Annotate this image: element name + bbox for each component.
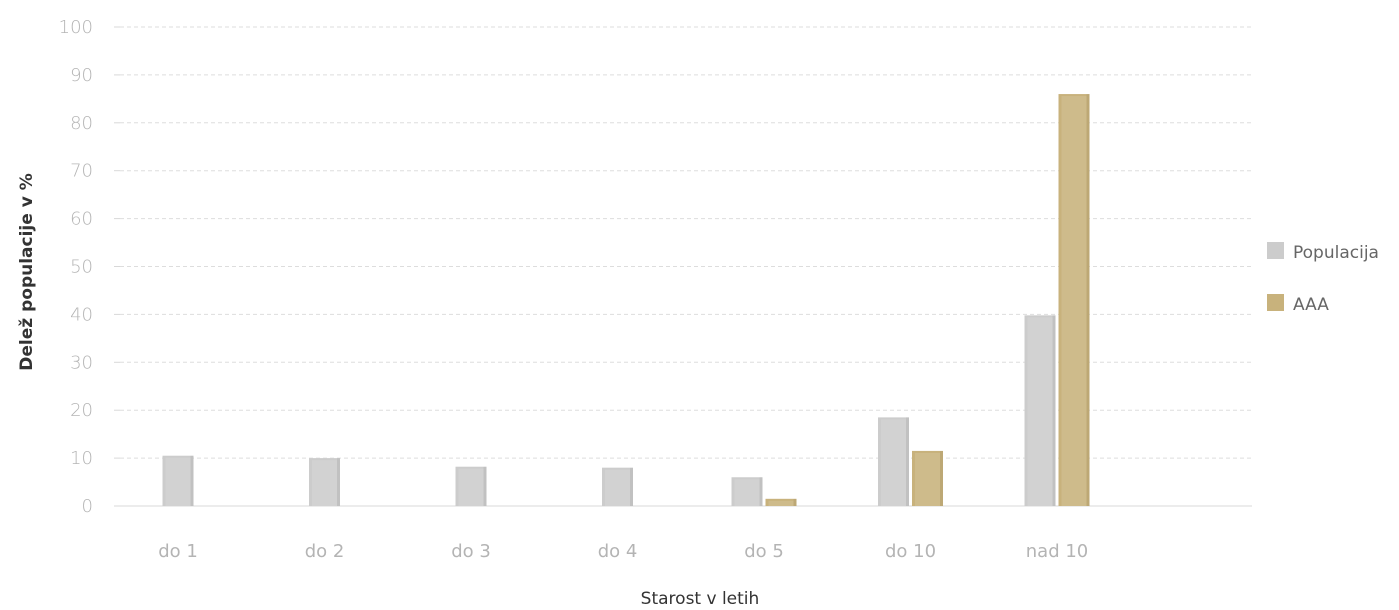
legend[interactable]: Populacija AAA (1267, 242, 1379, 315)
y-axis-ticks: 0 10 20 30 40 50 60 70 80 90 100 (59, 17, 120, 517)
bar-populacija-do-3[interactable] (455, 466, 487, 506)
bar-shade (793, 498, 797, 506)
bar-highlight (1061, 96, 1087, 506)
bar-fill (765, 498, 797, 506)
y-axis-title: Delež populacije v % (17, 173, 37, 370)
bar-aaa-do-5[interactable] (765, 498, 797, 506)
bar-highlight (768, 500, 794, 506)
x-axis-title: Starost v letih (641, 589, 760, 609)
bar-shade (906, 417, 909, 506)
legend-label: AAA (1293, 295, 1329, 315)
bar-aaa-do-10[interactable] (912, 450, 943, 506)
bar-fill (602, 467, 633, 506)
bar-fill (1058, 94, 1090, 506)
bar-fill (878, 417, 909, 506)
y-tick-label: 80 (70, 113, 93, 134)
bar-fill (912, 450, 943, 506)
x-tick-label: do 10 (885, 541, 936, 562)
bar-highlight (1027, 317, 1053, 506)
y-tick-label: 0 (82, 496, 93, 517)
legend-item-aaa[interactable]: AAA (1267, 294, 1329, 315)
bar-fill (731, 477, 763, 506)
bar-populacija-nad-10[interactable] (1024, 315, 1056, 506)
x-tick-label: nad 10 (1026, 541, 1089, 562)
bar-shade (759, 477, 763, 506)
bar-populacija-do-4[interactable] (602, 467, 633, 506)
bar-populacija-do-2[interactable] (309, 458, 340, 506)
legend-item-populacija[interactable]: Populacija (1267, 242, 1379, 263)
bar-fill (455, 466, 487, 506)
bar-fill (1024, 315, 1056, 506)
bar-highlight (605, 469, 630, 506)
legend-label: Populacija (1293, 243, 1379, 263)
bar-shade (1052, 315, 1056, 506)
bar-populacija-do-5[interactable] (731, 477, 763, 506)
bar-shade (483, 466, 487, 506)
y-tick-label: 30 (70, 352, 93, 373)
y-tick-label: 90 (70, 65, 93, 86)
legend-swatch (1267, 242, 1284, 259)
x-tick-label: do 4 (598, 541, 638, 562)
y-tick-label: 100 (59, 17, 93, 38)
y-tick-label: 40 (70, 304, 93, 325)
bar-highlight (734, 479, 760, 506)
bar-highlight (165, 457, 191, 506)
bar-aaa-nad-10[interactable] (1058, 94, 1090, 506)
bar-shade (1086, 94, 1090, 506)
y-tick-label: 20 (70, 400, 93, 421)
bar-fill (309, 458, 340, 506)
x-tick-label: do 5 (744, 541, 784, 562)
bar-shade (630, 467, 633, 506)
y-tick-label: 70 (70, 161, 93, 182)
bars (162, 94, 1090, 506)
legend-swatch (1267, 294, 1284, 311)
x-tick-label: do 1 (158, 541, 198, 562)
bar-highlight (915, 452, 940, 506)
bar-populacija-do-1[interactable] (162, 455, 194, 506)
y-tick-label: 60 (70, 209, 93, 230)
bar-shade (190, 455, 194, 506)
bar-shade (337, 458, 340, 506)
x-tick-label: do 3 (451, 541, 491, 562)
bar-highlight (458, 468, 484, 506)
bar-populacija-do-10[interactable] (878, 417, 909, 506)
bar-highlight (312, 460, 337, 506)
y-tick-label: 50 (70, 257, 93, 278)
bar-shade (940, 450, 943, 506)
y-tick-label: 10 (70, 448, 93, 469)
bar-fill (162, 455, 194, 506)
x-tick-label: do 2 (305, 541, 345, 562)
bar-highlight (881, 419, 906, 506)
x-axis-ticks: do 1 do 2 do 3 do 4 do 5 do 10 nad 10 (158, 541, 1088, 562)
